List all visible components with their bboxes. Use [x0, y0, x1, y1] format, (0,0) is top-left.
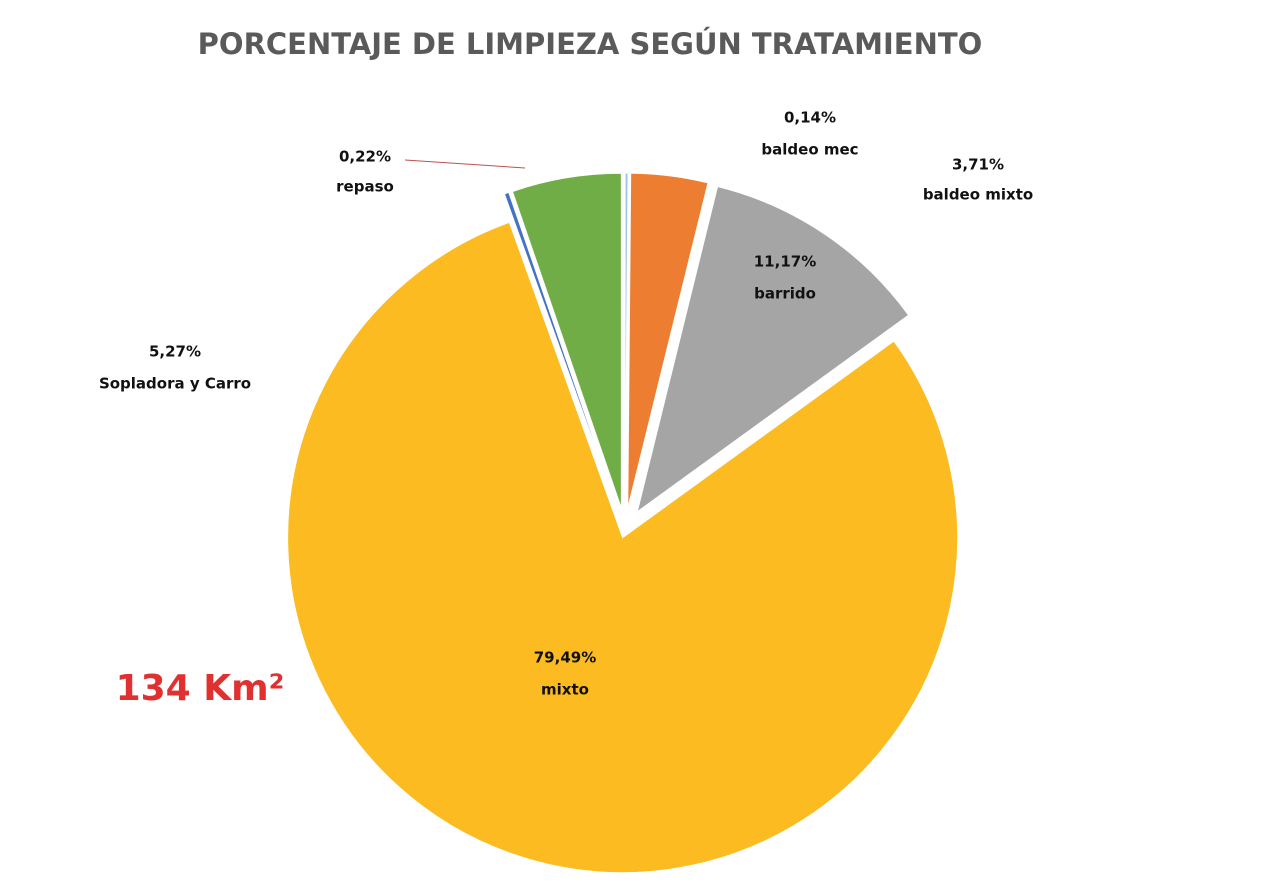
pie-slice	[503, 191, 619, 510]
data-label: 11,17%	[754, 253, 816, 271]
leader-line	[404, 159, 526, 169]
data-label: 5,27%	[149, 343, 201, 361]
pie-slice	[636, 185, 910, 513]
category-label: Sopladora y Carro	[99, 375, 251, 393]
pie-slice	[627, 172, 709, 509]
data-label: 0,14%	[784, 109, 836, 127]
pie-slice	[511, 172, 622, 509]
pie-slice	[624, 172, 629, 509]
chart-title: PORCENTAJE DE LIMPIEZA SEGÚN TRATAMIENTO	[198, 27, 983, 61]
data-label: 3,71%	[952, 156, 1004, 174]
category-label: repaso	[336, 178, 394, 196]
category-label: barrido	[754, 285, 816, 303]
pie-slice	[287, 221, 959, 874]
category-label: mixto	[541, 681, 589, 699]
data-label: 79,49%	[534, 649, 596, 667]
annotation: 134 Km²	[116, 668, 285, 709]
category-label: baldeo mixto	[923, 186, 1033, 204]
category-label: baldeo mec	[761, 141, 858, 159]
data-label: 0,22%	[339, 148, 391, 166]
